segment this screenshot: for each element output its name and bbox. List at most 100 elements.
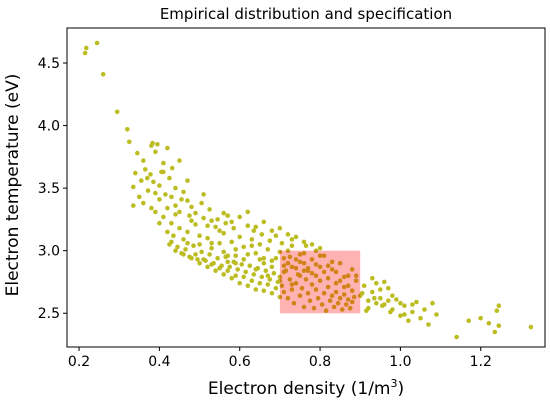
- data-point: [406, 318, 411, 324]
- data-point: [199, 200, 204, 206]
- x-axis-label-suffix: ): [397, 379, 404, 399]
- data-point: [289, 264, 295, 270]
- data-point: [193, 210, 198, 216]
- data-point: [241, 257, 246, 262]
- data-point: [167, 175, 172, 181]
- data-point: [347, 305, 353, 311]
- data-point: [151, 179, 156, 185]
- data-point: [163, 192, 168, 197]
- data-point: [247, 263, 253, 269]
- data-point: [414, 299, 419, 305]
- data-point: [313, 287, 319, 292]
- data-point: [225, 259, 230, 265]
- data-point: [293, 234, 299, 240]
- data-point: [293, 257, 299, 262]
- data-point: [237, 214, 242, 220]
- data-point: [227, 264, 232, 270]
- data-point: [466, 318, 472, 324]
- data-point: [345, 273, 351, 279]
- data-point: [398, 313, 403, 319]
- data-point: [327, 298, 333, 304]
- data-point: [349, 288, 355, 294]
- data-point: [235, 267, 240, 272]
- data-point: [265, 282, 271, 287]
- data-point: [309, 257, 315, 262]
- x-axis-ticks: 0.2 0.4 0.6 0.8 1.0 1.2: [68, 347, 492, 370]
- data-point: [197, 260, 202, 266]
- data-point: [281, 269, 287, 275]
- data-point: [233, 260, 238, 266]
- data-point: [265, 247, 271, 252]
- data-point: [325, 263, 331, 269]
- data-point: [249, 237, 255, 242]
- data-point: [335, 300, 341, 306]
- data-point: [82, 50, 88, 56]
- data-point: [349, 267, 355, 272]
- data-point: [351, 294, 357, 300]
- data-point: [309, 282, 315, 287]
- data-point: [157, 220, 162, 226]
- data-point: [249, 243, 255, 248]
- data-point: [333, 289, 339, 295]
- data-point: [279, 240, 285, 246]
- data-point: [281, 255, 287, 261]
- data-point: [305, 265, 311, 271]
- data-point: [199, 249, 204, 255]
- data-point: [496, 323, 502, 329]
- data-point: [329, 267, 335, 272]
- data-point: [297, 252, 303, 257]
- data-point: [325, 284, 331, 290]
- data-point: [153, 149, 158, 155]
- data-point: [181, 252, 186, 257]
- y-tick-label: 3.0: [38, 244, 60, 260]
- data-point: [223, 220, 228, 226]
- data-point: [361, 283, 367, 289]
- data-point: [279, 283, 285, 289]
- data-point: [454, 334, 459, 340]
- data-point: [339, 307, 345, 312]
- data-point: [386, 298, 391, 304]
- data-point: [253, 250, 259, 256]
- data-point: [277, 225, 283, 231]
- data-point: [269, 258, 275, 264]
- data-point: [215, 217, 220, 222]
- data-point: [169, 239, 174, 245]
- data-point: [285, 260, 291, 266]
- data-point: [245, 209, 251, 215]
- data-point: [161, 169, 166, 175]
- data-point: [410, 309, 415, 315]
- data-point: [131, 184, 136, 190]
- data-point: [263, 268, 269, 274]
- data-point: [225, 253, 230, 258]
- data-point: [394, 297, 399, 302]
- data-point: [313, 273, 319, 279]
- data-point: [380, 303, 385, 309]
- data-point: [285, 248, 291, 253]
- data-point: [265, 273, 271, 279]
- data-point: [486, 320, 492, 326]
- data-point: [217, 240, 222, 246]
- data-point: [289, 237, 295, 242]
- data-point: [145, 188, 151, 193]
- data-point: [402, 303, 407, 309]
- data-point: [317, 278, 323, 284]
- data-point: [189, 204, 194, 210]
- data-point: [177, 209, 182, 215]
- data-point: [261, 255, 267, 261]
- x-tick-label: 0.8: [309, 354, 331, 370]
- data-point: [257, 242, 263, 247]
- x-tick-label: 1.0: [389, 354, 411, 370]
- data-point: [287, 277, 293, 282]
- y-axis-label: Electron temperature (eV): [3, 74, 23, 297]
- data-point: [217, 265, 222, 271]
- y-axis-ticks: 2.5 3.0 3.5 4.0 4.5: [38, 56, 67, 322]
- data-point: [317, 245, 323, 251]
- data-point: [319, 302, 325, 307]
- data-point: [353, 273, 359, 279]
- data-point: [173, 212, 178, 217]
- data-point: [177, 158, 182, 163]
- data-point: [261, 288, 267, 294]
- data-point: [299, 285, 305, 291]
- data-point: [209, 245, 214, 251]
